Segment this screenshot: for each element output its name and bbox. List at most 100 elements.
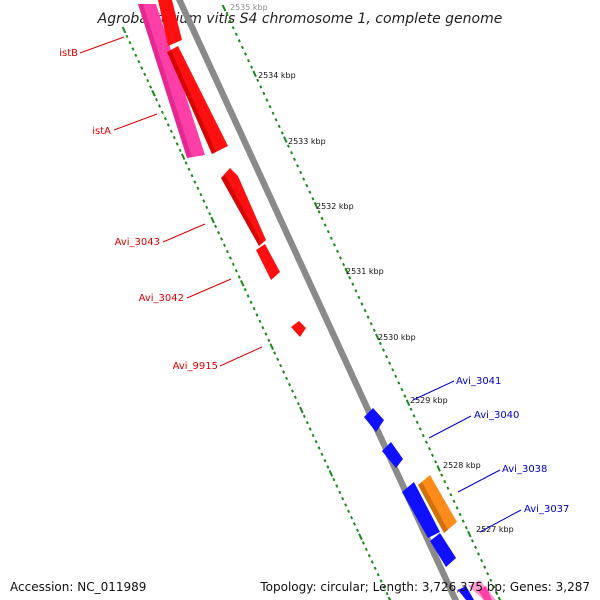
tick-label: 2534 kbp (258, 71, 296, 80)
gene-label-Avi_3042: Avi_3042 (139, 293, 184, 304)
tick-mark (405, 399, 411, 407)
tick-track-inner (121, 26, 392, 600)
tick-mark (449, 493, 453, 497)
tick-mark (366, 315, 370, 319)
tick-label: 2529 kbp (410, 396, 448, 405)
tick-mark (467, 530, 472, 538)
tick-mark (187, 167, 191, 172)
tick-mark (234, 32, 238, 37)
Avi_3038-gene-shade (418, 482, 448, 533)
tick-mark (372, 328, 376, 333)
tick-mark (409, 407, 413, 411)
tick-mark (287, 382, 292, 387)
tick-mark (276, 357, 280, 362)
tick-mark (169, 129, 173, 134)
tick-mark (335, 249, 340, 254)
topology-text: Topology: circular; Length: 3,726,375 bp… (260, 580, 590, 594)
tick-mark (269, 343, 275, 351)
Avi_3041-gene-feature (364, 408, 384, 432)
blue-gene-bottom (458, 586, 474, 600)
tick-mark (286, 144, 290, 148)
tick-mark (311, 197, 315, 201)
tick-mark (217, 230, 221, 235)
tick-mark (289, 150, 294, 155)
tick-mark (483, 565, 487, 569)
tick-mark (221, 4, 227, 12)
tick-mark (350, 515, 354, 520)
tick-mark (360, 302, 364, 306)
tick-mark (243, 52, 248, 56)
tick-mark (292, 157, 297, 162)
gene-label-Avi_3040: Avi_3040 (474, 410, 519, 421)
tick-mark (271, 111, 275, 115)
tick-mark (151, 89, 156, 97)
tick-mark (299, 170, 303, 175)
tick-mark (464, 525, 468, 530)
Avi_3039-gene-feature (402, 482, 440, 538)
tick-mark (470, 539, 474, 543)
tick-mark (258, 319, 262, 324)
gene-label-istB: istB (59, 48, 78, 59)
tick-mark (252, 70, 257, 78)
tick-mark (388, 361, 392, 365)
tick-mark (246, 294, 250, 298)
tick-mark (338, 256, 343, 260)
istA-gene-feature (167, 46, 228, 154)
tick-mark (354, 289, 358, 293)
tick-mark (430, 453, 435, 458)
tick-mark (452, 499, 456, 504)
tick-mark (225, 249, 229, 254)
tick-mark (358, 533, 363, 541)
tick-mark (412, 414, 416, 418)
tick-mark (436, 465, 441, 472)
tick-mark (357, 295, 361, 300)
tick-mark (273, 351, 277, 355)
Avi_3042-gene-feature (256, 244, 280, 280)
tick-mark (302, 414, 306, 419)
tick-mark (341, 496, 345, 501)
tick-mark (323, 458, 327, 463)
tick-label: 2528 kbp (443, 461, 481, 470)
tick-mark (154, 97, 159, 102)
tick-mark (231, 26, 235, 30)
tick-mark (320, 452, 324, 457)
tick-mark (317, 446, 321, 450)
tick-mark (384, 354, 389, 359)
map-title: Agrobacterium vitis S4 chromosome 1, com… (97, 11, 503, 27)
tick-mark (237, 39, 241, 43)
gene-features (138, 0, 496, 600)
Avi_3043-gene-shade (221, 175, 262, 246)
tick-mark (446, 486, 450, 490)
tick-mark (239, 279, 245, 287)
tick-mark (400, 387, 404, 392)
tick-mark (267, 338, 271, 343)
tick-mark (265, 98, 269, 102)
tick-mark (342, 262, 346, 267)
tick-mark (252, 306, 256, 311)
gene-label-Avi_3041: Avi_3041 (456, 376, 501, 387)
gene-label-Avi_9915: Avi_9915 (173, 361, 218, 372)
tick-mark (473, 545, 478, 550)
tick-mark (261, 325, 265, 330)
tick-mark (214, 224, 218, 229)
tick-mark (486, 571, 490, 576)
tick-labels: 2535 kbp 2534 kbp 2533 kbp 2532 kbp 2531… (230, 3, 514, 534)
tick-track-outer (221, 4, 502, 600)
tick-mark (184, 161, 188, 165)
tick-mark (157, 104, 162, 108)
tick-mark (205, 205, 209, 210)
tick-mark (495, 591, 499, 596)
leader-line (186, 278, 232, 299)
leader-line (457, 469, 501, 493)
tick-mark (210, 216, 215, 224)
tick-mark (262, 91, 266, 96)
tick-mark (180, 153, 186, 161)
tick-mark (434, 460, 438, 464)
tick-mark (285, 376, 289, 381)
gene-label-Avi_3037: Avi_3037 (524, 504, 569, 515)
gene-label-Avi_3043: Avi_3043 (115, 237, 160, 248)
tick-mark (249, 300, 253, 305)
tick-mark (418, 427, 422, 431)
tick-label: 2533 kbp (288, 137, 326, 146)
tick-mark (344, 267, 349, 275)
